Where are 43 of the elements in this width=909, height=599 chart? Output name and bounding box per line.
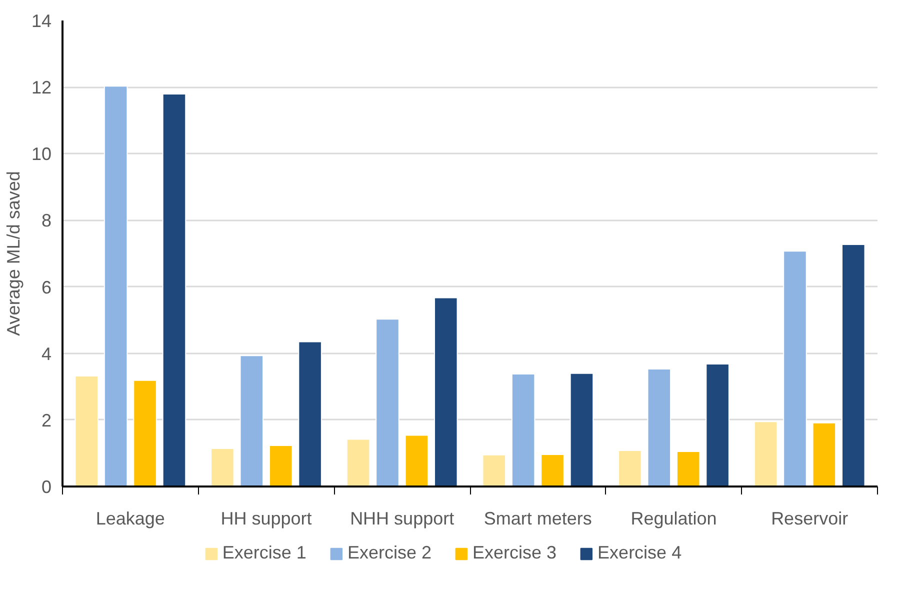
legend-label: Exercise 1 xyxy=(222,542,306,564)
bar xyxy=(346,438,370,486)
bar xyxy=(104,86,128,486)
bar xyxy=(133,380,157,486)
bar xyxy=(298,341,322,486)
legend-label: Exercise 3 xyxy=(472,542,557,564)
bar xyxy=(162,94,186,486)
y-tick-label: 0 xyxy=(41,477,52,497)
y-tick-label: 6 xyxy=(41,277,52,298)
bar xyxy=(240,355,264,486)
bar xyxy=(74,375,98,486)
y-axis-title: Average ML/d saved xyxy=(3,171,24,336)
bar xyxy=(570,372,594,486)
y-tick-label: 12 xyxy=(31,78,52,98)
bar xyxy=(783,250,807,486)
y-tick-label: 2 xyxy=(41,410,52,430)
bar xyxy=(618,450,642,486)
x-tick-label: Reservoir xyxy=(771,508,848,528)
x-tick-label: Smart meters xyxy=(484,508,592,528)
y-tick-label: 4 xyxy=(41,344,52,364)
y-tick-label: 14 xyxy=(31,11,52,31)
bar xyxy=(404,434,429,486)
legend-label: Exercise 4 xyxy=(598,542,682,564)
x-tick-label: Regulation xyxy=(630,508,717,528)
bar xyxy=(210,448,234,486)
y-tick-label: 10 xyxy=(31,144,52,164)
bar xyxy=(540,454,564,486)
bar xyxy=(754,421,778,486)
bar xyxy=(376,318,400,486)
x-tick-label: Leakage xyxy=(96,508,165,528)
bar xyxy=(647,368,672,486)
bar xyxy=(812,422,836,486)
y-tick-label: 8 xyxy=(41,210,52,231)
bar xyxy=(842,244,866,486)
bar xyxy=(482,454,506,486)
bar xyxy=(434,297,458,486)
bar xyxy=(676,451,700,486)
bar xyxy=(706,364,730,486)
x-tick-label: HH support xyxy=(220,508,312,528)
bar xyxy=(511,373,536,486)
x-tick-label: NHH support xyxy=(350,508,454,528)
legend-label: Exercise 2 xyxy=(347,542,432,564)
bar xyxy=(268,445,293,486)
